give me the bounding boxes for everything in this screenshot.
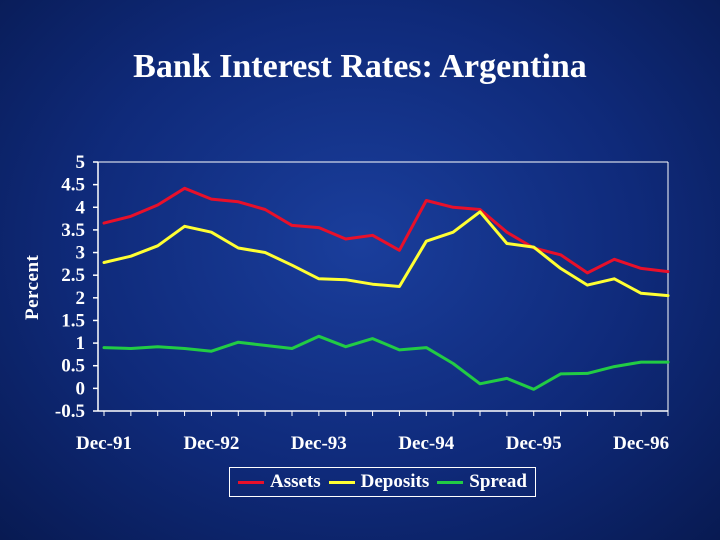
chart-title: Bank Interest Rates: Argentina [133,48,587,85]
legend-swatch-assets [237,480,264,484]
series-line-spread [102,334,670,391]
y-tick-label: 4 [76,197,86,218]
legend-item-spread: Spread [437,471,527,493]
y-tick-label: 2.5 [61,265,85,286]
y-ticks: -0.500.511.522.533.544.55 [55,152,98,422]
x-tick-label: Dec-96 [613,433,669,454]
legend-swatch-spread [437,480,464,484]
y-tick-label: 5 [76,152,86,173]
y-tick-label: 0 [76,378,86,399]
x-ticks: Dec-91 Dec-92 Dec-93 Dec-94 Dec-95 Dec-96 [76,411,669,454]
y-tick-label: 3 [76,243,86,264]
legend-swatch-deposits [328,480,355,484]
x-tick-label: Dec-93 [291,433,347,454]
legend-label-assets: Assets [269,471,321,492]
legend-item-deposits: Deposits [328,471,430,493]
series-line-assets [102,186,670,275]
y-tick-label: 1.5 [61,310,85,331]
y-tick-label: 3.5 [61,220,85,241]
legend: Assets Deposits Spread [229,467,536,497]
x-tick-label: Dec-94 [398,433,454,454]
legend-label-deposits: Deposits [360,471,430,492]
y-tick-label: 1 [76,333,86,354]
series-lines [102,186,670,391]
chart-axes [97,161,669,412]
y-tick-label: -0.5 [55,401,85,422]
x-tick-label: Dec-91 [76,433,132,454]
legend-label-spread: Spread [469,471,527,492]
y-tick-label: 0.5 [61,356,85,377]
x-tick-label: Dec-95 [506,433,562,454]
y-tick-label: 4.5 [61,175,85,196]
y-tick-label: 2 [76,288,86,309]
legend-item-assets: Assets [237,471,321,493]
series-line-deposits [102,210,670,298]
x-tick-label: Dec-92 [183,433,239,454]
